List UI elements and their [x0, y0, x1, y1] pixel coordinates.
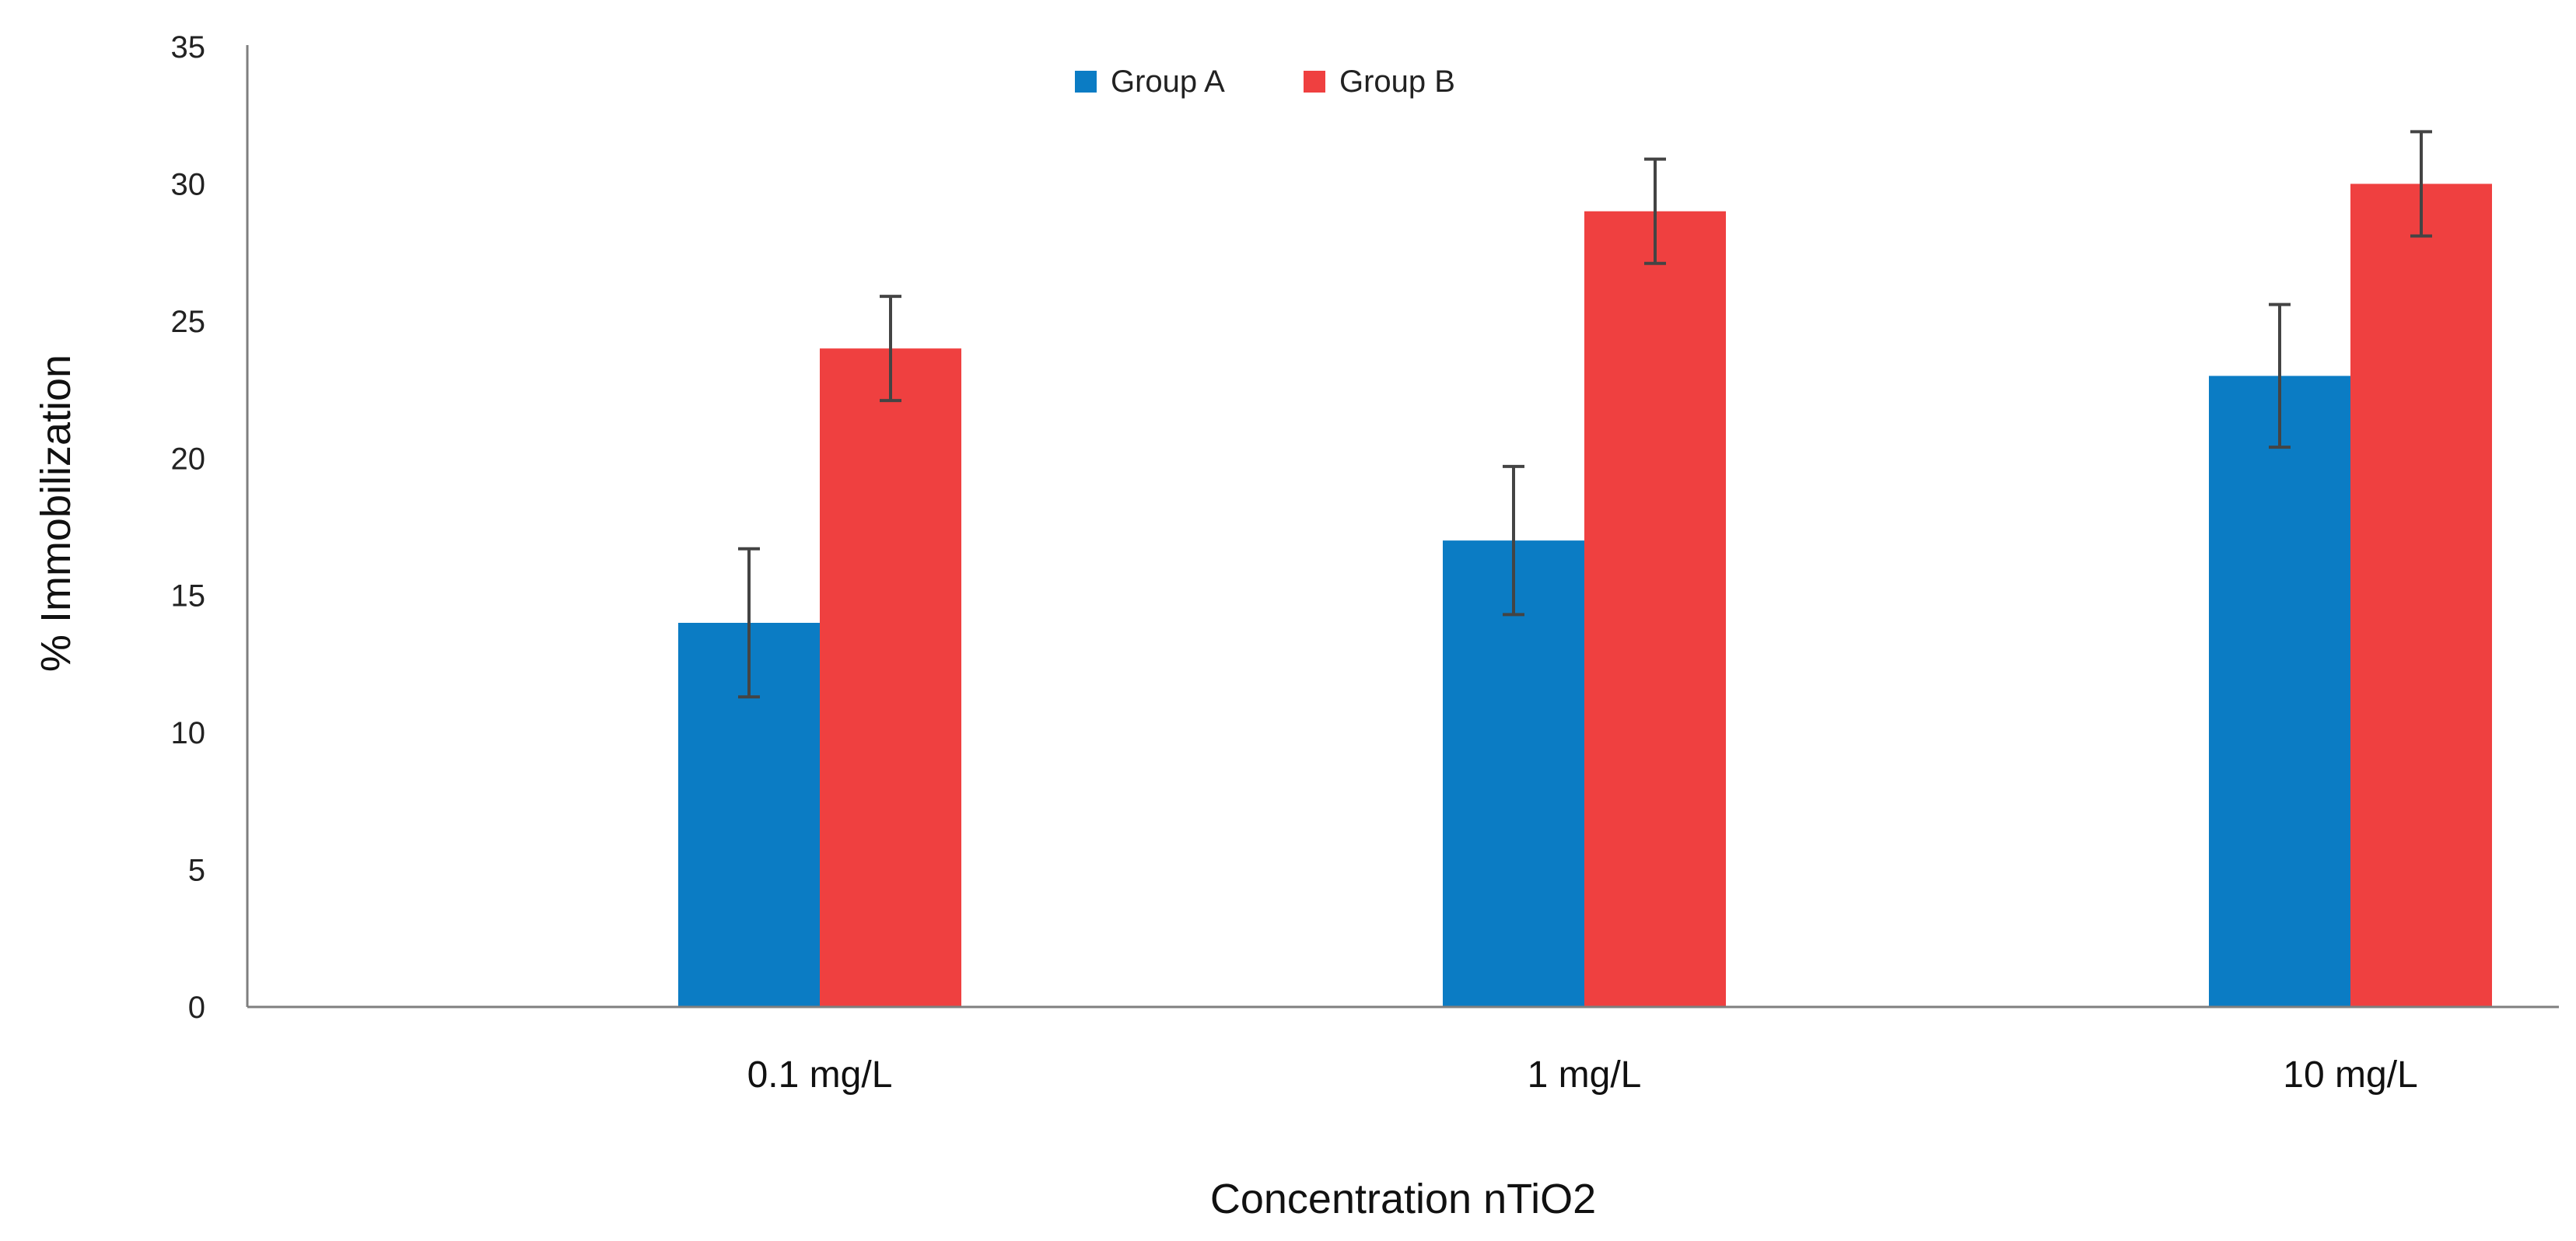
legend-swatch: [1304, 71, 1325, 93]
legend-label: Group A: [1111, 65, 1225, 99]
error-bars-layer: [738, 130, 2432, 699]
y-tick-label: 0: [188, 991, 205, 1025]
error-bar: [880, 295, 901, 403]
x-category-label: 10 mg/L: [2283, 1054, 2417, 1096]
bar-group-b-2: [2350, 184, 2492, 1007]
y-tick-label: 15: [171, 579, 206, 614]
x-category-label: 1 mg/L: [1528, 1054, 1642, 1096]
legend-swatch: [1075, 71, 1097, 93]
y-axis-title: % Immobilization: [33, 355, 79, 672]
y-tick-labels: 0 5 10 15 20 25 30 35: [171, 30, 206, 1025]
bar-group-a-1: [1443, 540, 1584, 1007]
bar-group-a-2: [2209, 376, 2350, 1007]
legend-item: Group B: [1304, 65, 1455, 99]
x-axis-title: Concentration nTiO2: [1210, 1176, 1596, 1222]
error-bar: [1503, 464, 1524, 617]
x-category-label: 0.1 mg/L: [747, 1054, 893, 1096]
axes-layer: [246, 45, 2559, 1009]
error-bar: [2269, 302, 2291, 449]
error-bar: [2410, 130, 2432, 238]
y-tick-label: 25: [171, 305, 206, 339]
x-category-labels: 0.1 mg/L 1 mg/L 10 mg/L: [747, 1054, 2418, 1096]
y-tick-label: 20: [171, 442, 206, 476]
legend-label: Group B: [1339, 65, 1455, 99]
bars-layer: [678, 184, 2492, 1008]
error-bar: [738, 547, 760, 699]
y-tick-label: 10: [171, 716, 206, 750]
legend-item: Group A: [1075, 65, 1225, 99]
bar-group-b-0: [820, 348, 961, 1008]
y-tick-label: 5: [188, 854, 205, 888]
y-tick-label: 35: [171, 30, 206, 65]
error-bar: [1644, 157, 1666, 265]
y-tick-label: 30: [171, 167, 206, 201]
legend: Group A Group B: [1075, 65, 1455, 99]
bar-group-b-1: [1584, 211, 1726, 1007]
